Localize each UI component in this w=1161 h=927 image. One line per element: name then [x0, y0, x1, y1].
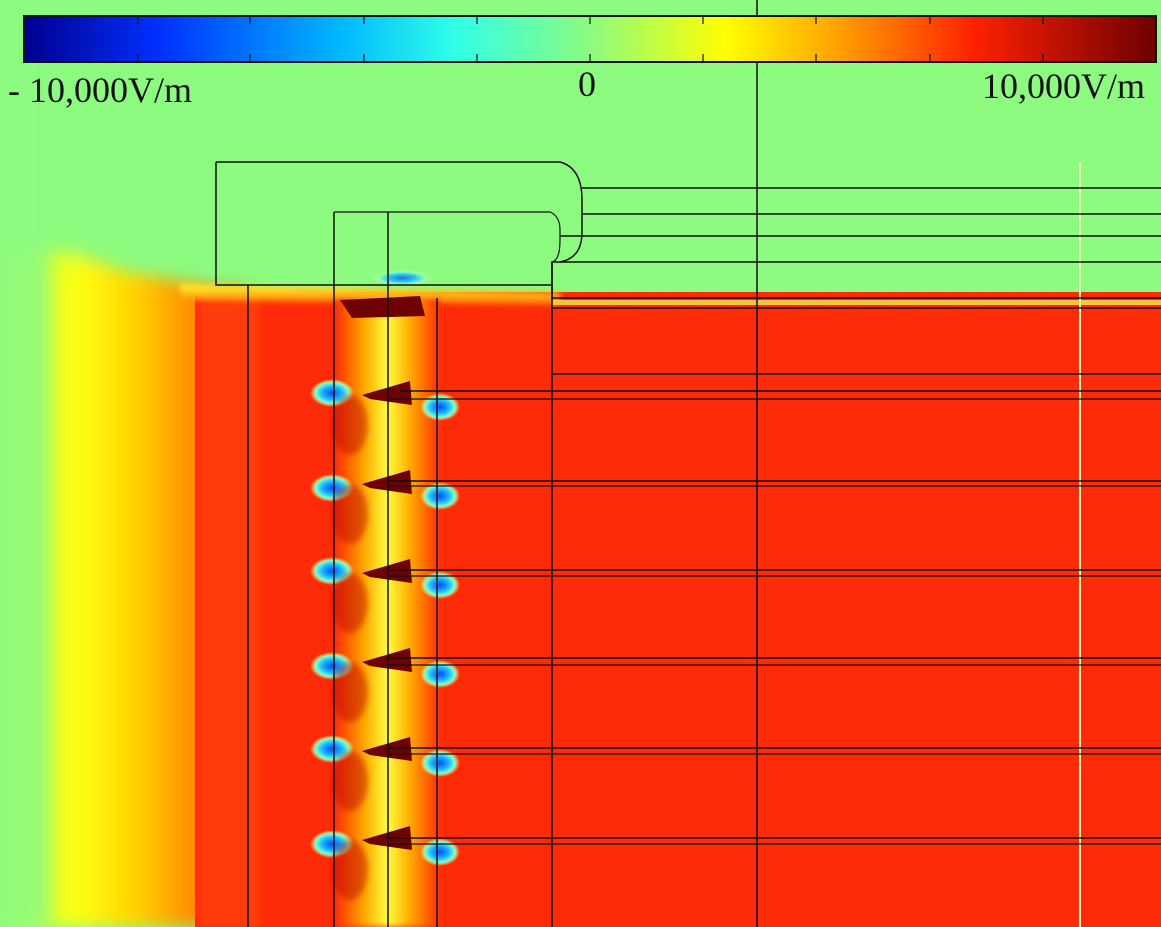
colorbar-min-label: - 10,000V/m: [8, 70, 192, 110]
field-shadow: [332, 484, 368, 544]
negative-hotspot: [420, 482, 460, 510]
negative-hotspot: [420, 660, 460, 688]
colorbar: [23, 15, 1157, 63]
geometry-outlines: [215, 0, 1161, 927]
fringe-field-region: [0, 0, 260, 927]
field-shadow: [332, 662, 368, 722]
colorbar-max-label: 10,000V/m: [981, 66, 1145, 106]
field-shadow: [332, 840, 368, 900]
positive-hotspot: [362, 470, 412, 494]
negative-hotspot: [420, 838, 460, 866]
positive-hotspot: [362, 737, 412, 761]
colorbar-ticks: [137, 16, 1044, 62]
field-shadow: [332, 751, 368, 811]
positive-hotspot: [362, 648, 412, 672]
negative-hotspot: [420, 749, 460, 777]
field-shadow: [332, 395, 368, 455]
positive-hotspot: [340, 296, 425, 318]
field-hotspots: [310, 270, 460, 900]
field-shadow: [332, 573, 368, 633]
top-edge-gradient: [180, 284, 560, 305]
colorbar-mid-label: 0: [578, 64, 596, 104]
negative-hotspot: [420, 393, 460, 421]
negative-hotspot: [372, 270, 432, 286]
negative-hotspot: [420, 571, 460, 599]
positive-hotspot: [362, 559, 412, 583]
